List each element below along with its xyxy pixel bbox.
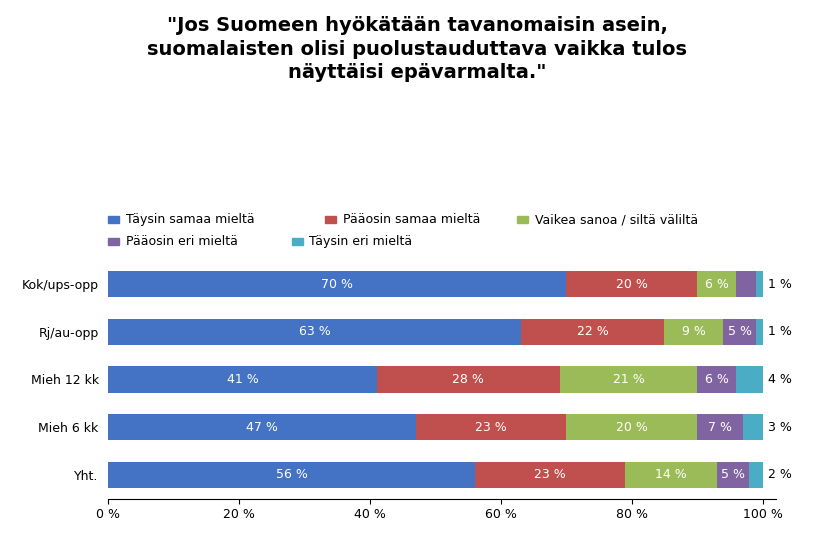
Bar bbox=[520, 319, 665, 345]
Bar bbox=[416, 414, 566, 440]
Bar bbox=[108, 414, 416, 440]
Bar bbox=[566, 271, 697, 297]
Bar bbox=[566, 414, 697, 440]
Text: 5 %: 5 % bbox=[727, 325, 751, 338]
Text: 22 %: 22 % bbox=[576, 325, 608, 338]
Text: 3 %: 3 % bbox=[768, 421, 791, 434]
Text: 5 %: 5 % bbox=[721, 468, 745, 481]
Bar bbox=[736, 366, 762, 392]
Text: Täysin eri mieltä: Täysin eri mieltä bbox=[309, 235, 413, 248]
Text: 2 %: 2 % bbox=[768, 468, 791, 481]
Bar bbox=[377, 366, 560, 392]
Bar bbox=[108, 462, 475, 488]
Text: Vaikea sanoa / siltä väliltä: Vaikea sanoa / siltä väliltä bbox=[535, 213, 698, 226]
Bar bbox=[736, 271, 756, 297]
Bar bbox=[697, 414, 743, 440]
Bar bbox=[743, 414, 762, 440]
Text: 6 %: 6 % bbox=[705, 373, 729, 386]
Text: 20 %: 20 % bbox=[615, 421, 648, 434]
Text: 4 %: 4 % bbox=[768, 373, 791, 386]
Bar bbox=[716, 462, 750, 488]
Bar bbox=[756, 319, 762, 345]
Text: 14 %: 14 % bbox=[655, 468, 687, 481]
Text: 23 %: 23 % bbox=[534, 468, 565, 481]
Text: 1 %: 1 % bbox=[768, 278, 791, 291]
Text: 20 %: 20 % bbox=[615, 278, 648, 291]
Text: Täysin samaa mieltä: Täysin samaa mieltä bbox=[126, 213, 254, 226]
Text: 41 %: 41 % bbox=[227, 373, 259, 386]
Text: 7 %: 7 % bbox=[708, 421, 732, 434]
Bar bbox=[626, 462, 716, 488]
Bar bbox=[723, 319, 756, 345]
Text: 23 %: 23 % bbox=[475, 421, 507, 434]
Bar bbox=[756, 271, 762, 297]
Text: 9 %: 9 % bbox=[682, 325, 706, 338]
Text: Pääosin samaa mieltä: Pääosin samaa mieltä bbox=[343, 213, 480, 226]
Text: 70 %: 70 % bbox=[321, 278, 354, 291]
Text: "Jos Suomeen hyökätään tavanomaisin asein,
suomalaisten olisi puolustauduttava v: "Jos Suomeen hyökätään tavanomaisin asei… bbox=[147, 16, 687, 82]
Text: 21 %: 21 % bbox=[612, 373, 645, 386]
Bar bbox=[697, 366, 736, 392]
Bar bbox=[108, 366, 377, 392]
Bar bbox=[697, 271, 736, 297]
Bar bbox=[108, 319, 520, 345]
Bar bbox=[108, 271, 566, 297]
Text: 28 %: 28 % bbox=[452, 373, 484, 386]
Bar bbox=[560, 366, 697, 392]
Bar bbox=[475, 462, 626, 488]
Bar bbox=[665, 319, 723, 345]
Text: 63 %: 63 % bbox=[299, 325, 330, 338]
Text: Pääosin eri mieltä: Pääosin eri mieltä bbox=[126, 235, 238, 248]
Text: 1 %: 1 % bbox=[768, 325, 791, 338]
Text: 47 %: 47 % bbox=[246, 421, 278, 434]
Text: 6 %: 6 % bbox=[705, 278, 729, 291]
Bar bbox=[750, 462, 762, 488]
Text: 56 %: 56 % bbox=[275, 468, 308, 481]
